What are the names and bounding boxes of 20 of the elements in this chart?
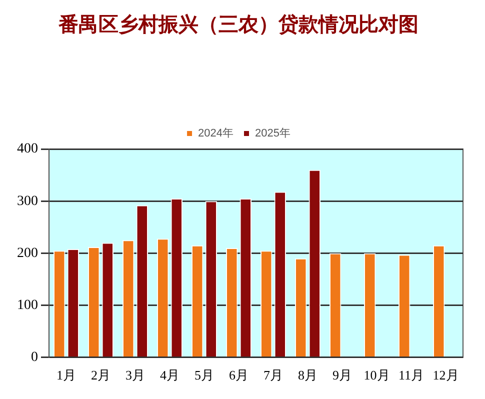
x-tick-label: 5月: [194, 368, 214, 383]
y-tick-label: 100: [17, 298, 38, 313]
x-tick-label: 12月: [432, 368, 459, 383]
x-tick-label: 9月: [332, 368, 352, 383]
x-tick-label: 8月: [298, 368, 318, 383]
legend-label: 2025年: [255, 128, 290, 140]
x-tick-label: 4月: [160, 368, 180, 383]
x-tick-label: 2月: [91, 368, 110, 383]
y-tick-label: 200: [17, 246, 38, 261]
x-tick-label: 7月: [264, 368, 283, 383]
chart-title: 番禺区乡村振兴（三农）贷款情况比对图: [58, 12, 418, 36]
y-tick-label: 400: [17, 142, 38, 157]
y-tick-label: 0: [31, 350, 38, 366]
legend-label: 2024年: [198, 128, 234, 140]
x-tick-label: 11月: [398, 368, 424, 383]
x-tick-label: 1月: [56, 368, 76, 383]
x-tick-label: 3月: [126, 368, 145, 383]
y-tick-label: 300: [17, 194, 38, 209]
x-tick-label: 6月: [229, 368, 248, 383]
x-tick-label: 10月: [364, 368, 390, 383]
